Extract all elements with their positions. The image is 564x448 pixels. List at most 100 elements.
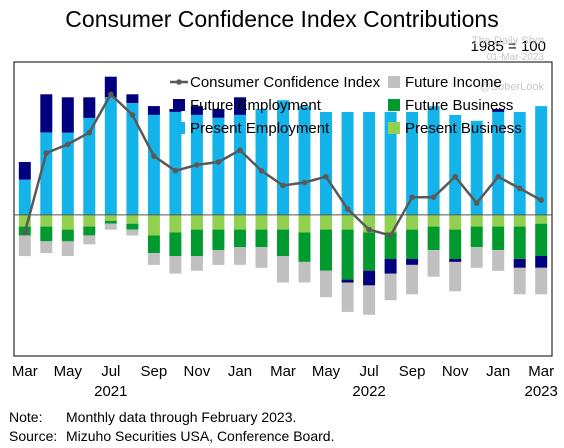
cci-point (86, 129, 93, 136)
bar-present-business (169, 214, 182, 233)
cci-point (473, 200, 480, 206)
bar-future-business (169, 232, 182, 256)
bar-future-business (255, 229, 268, 248)
legend-label-present-business: Present Business (405, 120, 522, 137)
x-tick-label: Sep (141, 363, 168, 380)
legend-label-consumer-confidence-index: Consumer Confidence Index (190, 74, 381, 91)
legend-label-present-employment: Present Employment (190, 120, 330, 137)
legend: Consumer Confidence Index Future Income Fu… (170, 74, 522, 137)
bar-present-business (470, 214, 483, 227)
unit-note: 1985 = 100 (470, 38, 547, 55)
note-label: Note: (9, 409, 43, 425)
bar-future-business (61, 229, 74, 242)
bar-future-business (406, 229, 419, 259)
bar-future-business (513, 226, 526, 259)
bar-future-income (535, 267, 548, 295)
bar-future-business (212, 229, 225, 251)
bar-future-employment (18, 162, 31, 180)
legend-label-future-business: Future Business (405, 97, 513, 114)
bar-present-business (320, 214, 332, 230)
cci-point (538, 197, 544, 203)
watermark-source: The Daily Shot (471, 35, 544, 47)
bar-present-business (535, 214, 548, 224)
bar-future-income (298, 261, 311, 283)
bar-future-employment (449, 259, 462, 262)
bar-future-business (234, 229, 246, 248)
bar-future-income (470, 247, 483, 268)
x-tick-label: Jul (360, 363, 379, 380)
bar-present-business (83, 214, 96, 227)
cci-point (323, 173, 329, 180)
bar-future-income (126, 229, 139, 236)
bar-present-employment (169, 112, 182, 215)
bar-future-income (147, 253, 160, 265)
bar-future-business (449, 229, 462, 259)
x-tick-label: Jul (101, 363, 120, 380)
bar-future-income (61, 241, 74, 256)
x-year-label: 2021 (94, 383, 127, 400)
bar-present-employment (212, 117, 225, 215)
bar-present-employment (470, 120, 483, 215)
x-tick-label: Mar (270, 363, 296, 380)
cci-point (387, 232, 394, 239)
bar-future-employment (61, 97, 74, 133)
bar-future-business (341, 229, 354, 280)
cci-line-layer (22, 91, 544, 239)
bar-present-employment (427, 106, 440, 215)
bar-future-business (83, 226, 96, 236)
bar-future-income (427, 250, 440, 277)
bar-future-income (320, 270, 332, 298)
bar-future-employment (40, 94, 53, 133)
bar-present-employment (298, 106, 311, 215)
bar-future-business (190, 229, 203, 257)
chart-title: Consumer Confidence Index Contributions (65, 6, 499, 32)
note-row: Note: Monthly data through February 2023. (9, 408, 334, 427)
bar-present-employment (147, 114, 160, 215)
cci-point (280, 182, 286, 189)
bar-future-employment (83, 97, 96, 118)
bar-future-business (427, 226, 440, 251)
cci-point (430, 194, 437, 200)
bar-future-income (234, 247, 246, 265)
x-tick-label: May (54, 363, 83, 380)
bar-present-business (61, 214, 74, 230)
legend-swatch-present-business (388, 122, 400, 134)
bar-future-employment (384, 259, 397, 274)
bar-present-business (255, 214, 268, 230)
bar-future-employment (104, 76, 117, 98)
bar-future-income (449, 261, 462, 292)
bar-present-employment (40, 132, 53, 215)
bar-future-business (492, 226, 505, 251)
bar-future-income (212, 250, 225, 265)
bar-present-employment (277, 100, 289, 215)
bar-present-business (449, 214, 462, 230)
legend-swatch-present-employment (173, 122, 185, 134)
bar-future-business (126, 223, 139, 230)
bar-future-income (83, 235, 96, 245)
bar-present-business (212, 214, 225, 230)
bar-future-income (277, 256, 289, 283)
bar-present-employment (492, 112, 505, 215)
bar-present-employment (234, 114, 246, 215)
cci-point (129, 112, 136, 118)
cci-point (151, 153, 157, 159)
bar-present-business (406, 214, 419, 230)
bar-present-employment (384, 112, 397, 215)
bar-future-business (277, 229, 289, 257)
bar-present-business (40, 214, 53, 227)
cci-point (516, 185, 523, 192)
bar-present-business (513, 214, 526, 227)
bar-future-business (535, 223, 548, 256)
cci-point (194, 162, 200, 168)
bar-future-employment (190, 106, 203, 115)
bar-future-income (513, 267, 526, 295)
watermark-date: 01-Mar-2023 (486, 52, 544, 63)
bar-future-business (470, 226, 483, 248)
x-axis-ticks: Mar May Jul Sep Nov Jan Mar May Jul Sep Nov Jan Mar 2… (12, 363, 558, 400)
x-tick-label: Mar (12, 363, 38, 380)
x-tick-label: May (312, 363, 341, 380)
cci-point (215, 159, 222, 165)
bar-present-business (18, 214, 31, 227)
bar-future-employment (147, 106, 160, 115)
